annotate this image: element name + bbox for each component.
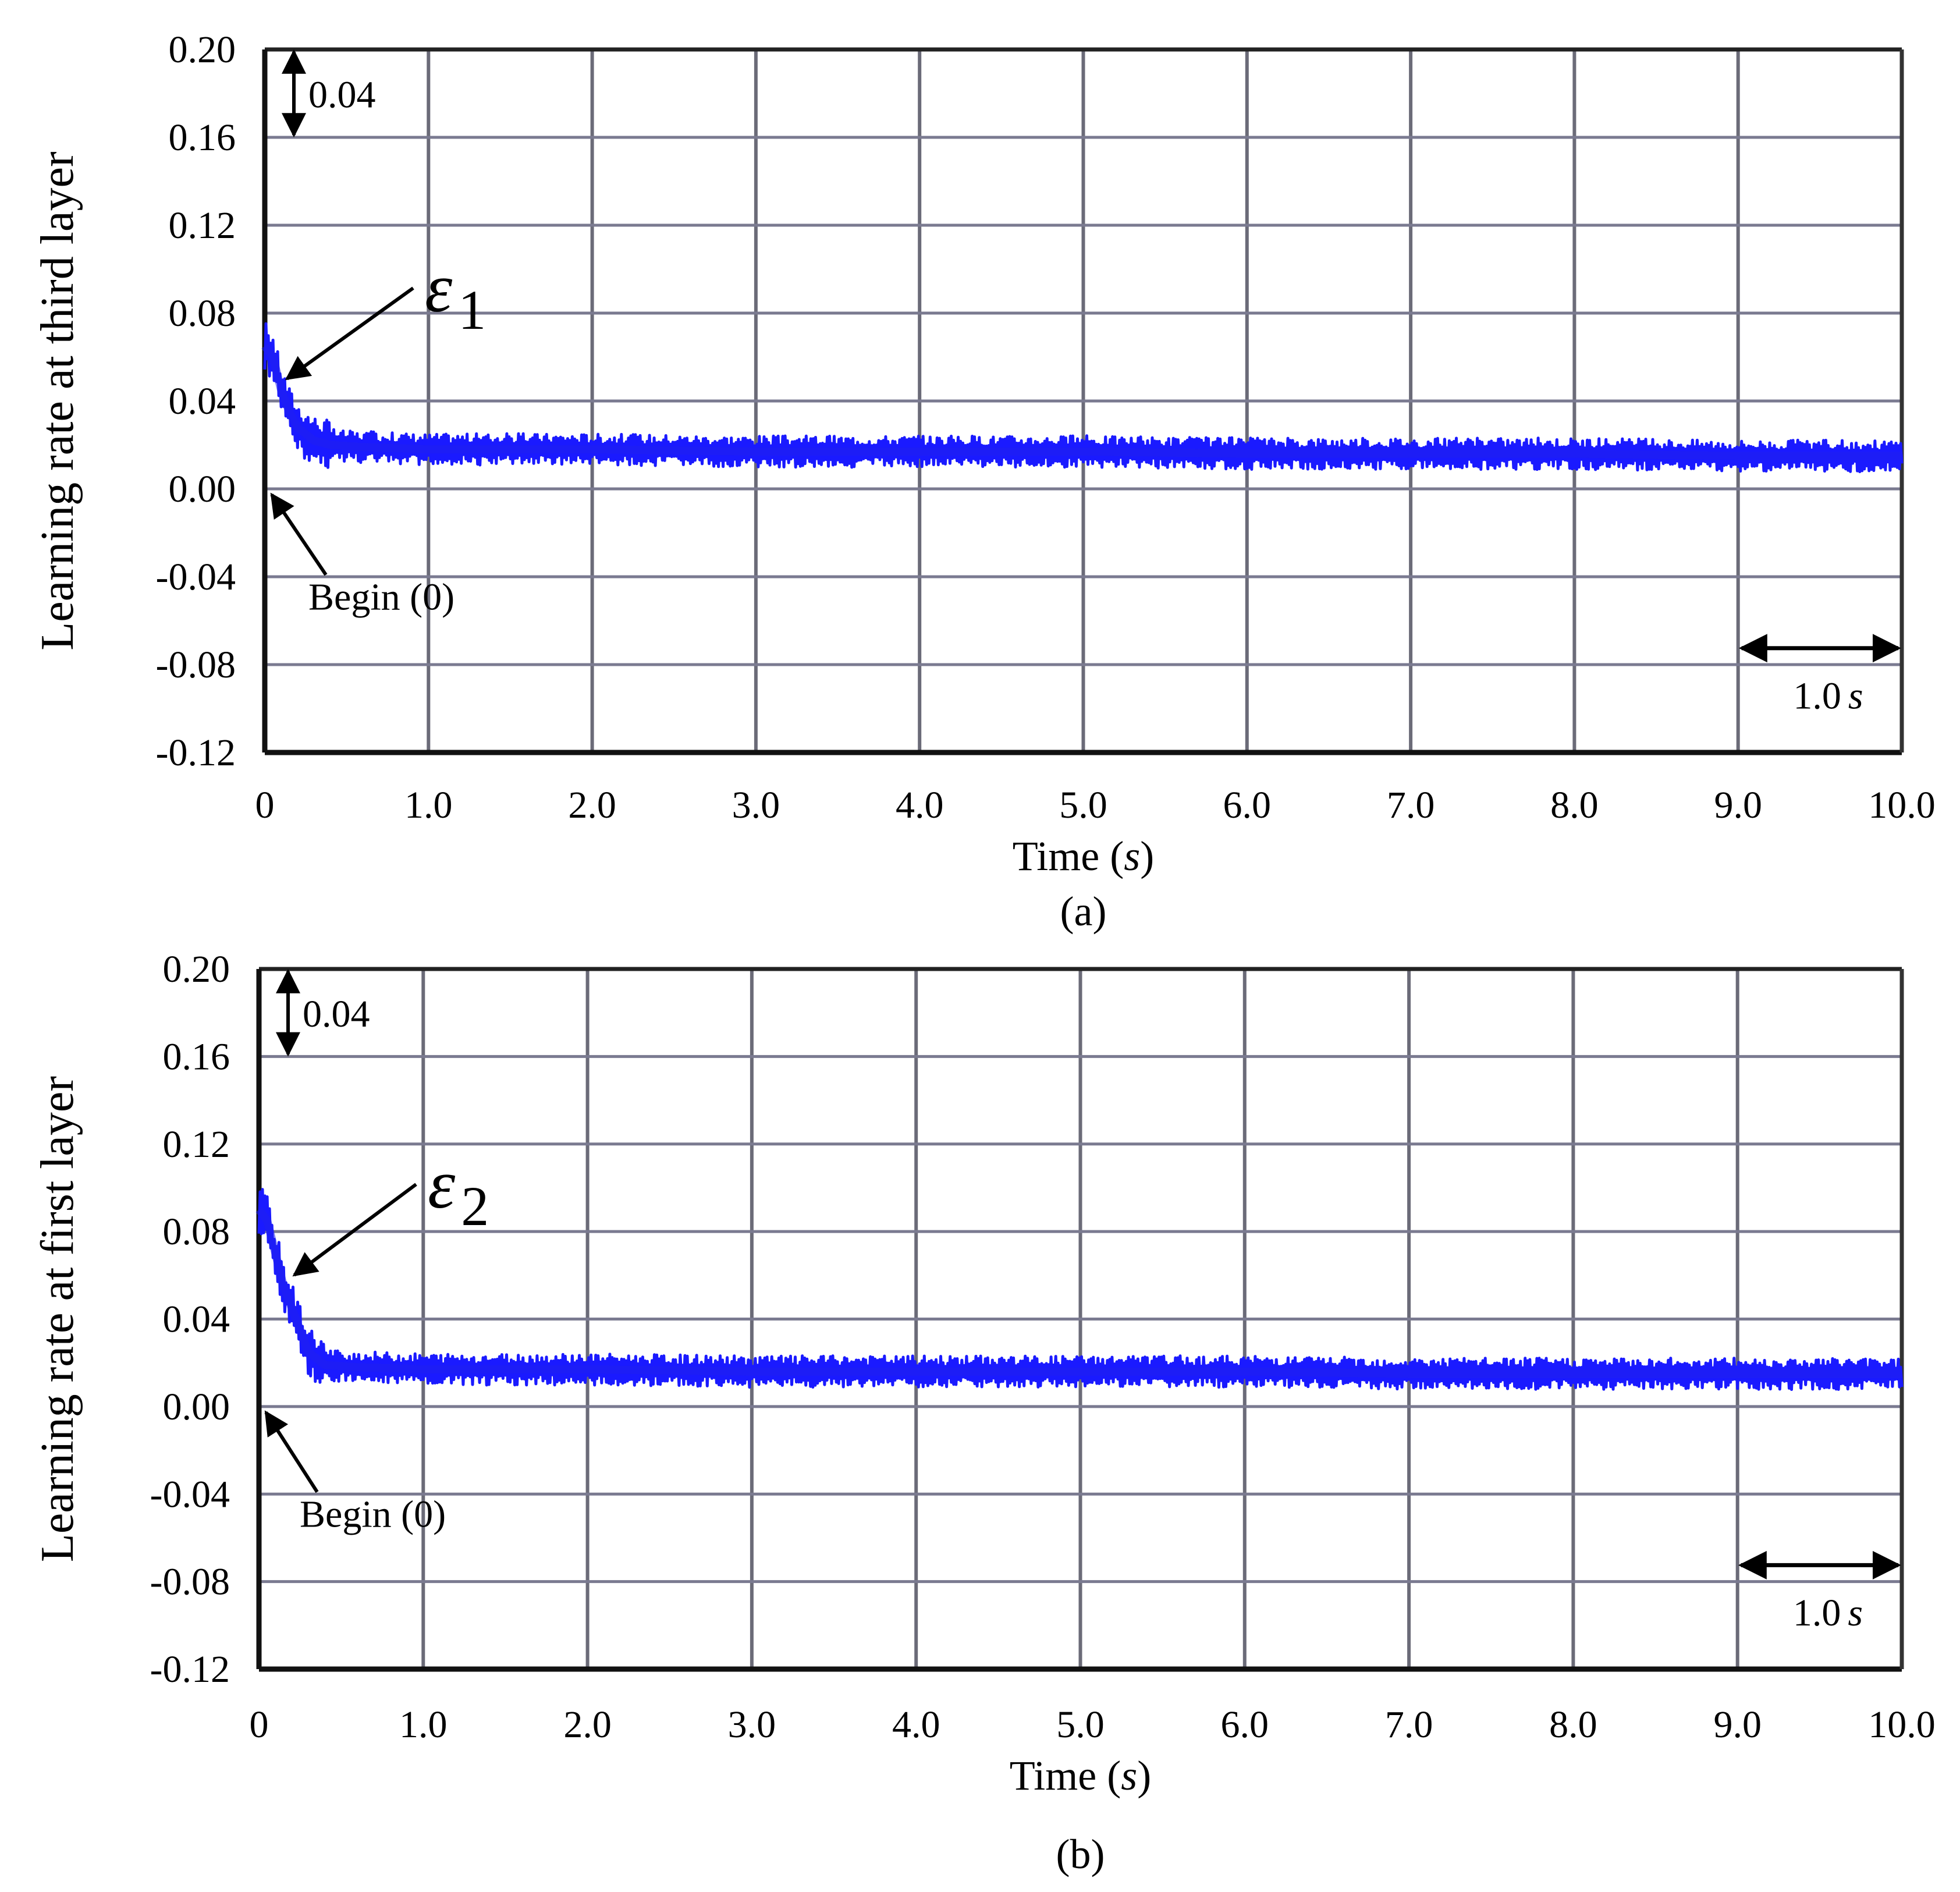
x-tick-label: 10.0 [1868, 784, 1936, 826]
y-tick-label: 0.08 [169, 292, 236, 335]
x-tick-label: 5.0 [1056, 1703, 1105, 1746]
x-tick-label: 3.0 [728, 1703, 776, 1746]
y-tick-label: 0.12 [163, 1123, 230, 1166]
y-tick-label: -0.08 [150, 1561, 230, 1603]
y-tick-label: -0.04 [156, 556, 236, 598]
panel-caption: (a) [1060, 888, 1107, 935]
x-axis-label-main: Time [1010, 1752, 1096, 1799]
begin-arrow [264, 1410, 319, 1493]
y-tick-label: 0.20 [169, 29, 236, 71]
series-core-line [261, 343, 1902, 460]
x-tick-label: 7.0 [1385, 1703, 1433, 1746]
series-label-arrow [285, 286, 414, 381]
x-tick-label: 6.0 [1223, 784, 1272, 826]
y-tick-label: 0.04 [169, 380, 236, 423]
series-label-symbol: ε [425, 249, 453, 326]
chart-panel-a: 0.20 0.16 0.12 0.08 0.04 0.00 -0.04 -0.08 -0.12 0… [32, 29, 1936, 935]
x-tick-label: 9.0 [1714, 784, 1762, 826]
scale-label-y: 0.04 [303, 993, 370, 1035]
y-tick-label: 0.16 [169, 116, 236, 159]
y-axis-label: Learning rate at third layer [32, 151, 83, 650]
scale-label-x: 1.0 s [1793, 675, 1863, 718]
y-tick-label: -0.12 [150, 1648, 230, 1691]
x-tick-label: 8.0 [1550, 784, 1599, 826]
x-axis-label-main: Time [1013, 833, 1099, 879]
x-axis-label-unit: s [1121, 1752, 1137, 1799]
series-line [263, 322, 1904, 473]
x-tick-label: 4.0 [896, 784, 944, 826]
series-core-line [255, 1207, 1902, 1378]
x-axis-label-paren: ( [1096, 1752, 1121, 1799]
x-tick-label: 1.0 [404, 784, 453, 826]
series-label-subscript: 1 [458, 279, 486, 341]
x-axis-label-paren: ) [1137, 1752, 1151, 1799]
chart-panel-b: 0.20 0.16 0.12 0.08 0.04 0.00 -0.04 -0.08 -0.12 0… [32, 948, 1936, 1877]
begin-label: Begin (0) [300, 1493, 446, 1536]
scale-label-x: 1.0 s [1793, 1592, 1863, 1634]
x-tick-label: 6.0 [1221, 1703, 1269, 1746]
x-tick-label: 8.0 [1549, 1703, 1597, 1746]
x-tick-label: 0 [250, 1703, 269, 1746]
x-tick-label: 10.0 [1868, 1703, 1936, 1746]
y-tick-label: 0.08 [163, 1211, 230, 1253]
x-axis-label: Time (s) [1013, 833, 1154, 879]
x-tick-label: 0 [255, 784, 275, 826]
x-tick-label: 1.0 [399, 1703, 448, 1746]
x-tick-label: 9.0 [1713, 1703, 1762, 1746]
x-tick-label: 2.0 [568, 784, 616, 826]
x-tick-label: 3.0 [732, 784, 780, 826]
x-tick-label: 7.0 [1387, 784, 1435, 826]
scale-label-y: 0.04 [308, 74, 376, 116]
x-axis-label: Time (s) [1010, 1752, 1151, 1799]
begin-arrow [270, 492, 328, 576]
y-axis-label: Learning rate at first layer [32, 1076, 83, 1562]
series-label-symbol: ε [428, 1145, 456, 1223]
scale-label-x-unit: s [1848, 675, 1863, 718]
y-tick-label: -0.12 [156, 732, 236, 774]
y-tick-label: 0.12 [169, 204, 236, 247]
series-label-arrow [292, 1183, 417, 1277]
y-tick-label: 0.00 [163, 1386, 230, 1428]
x-tick-label: 4.0 [892, 1703, 940, 1746]
y-tick-label: -0.04 [150, 1473, 230, 1515]
y-tick-label: 0.20 [163, 948, 230, 991]
scale-label-x-value: 1.0 [1793, 675, 1841, 718]
panel-caption: (b) [1056, 1831, 1105, 1877]
y-tick-label: 0.04 [163, 1298, 230, 1341]
series-label-subscript: 2 [461, 1175, 489, 1237]
scale-label-x-value: 1.0 [1793, 1592, 1841, 1634]
x-tick-label: 5.0 [1059, 784, 1107, 826]
x-tick-label: 2.0 [563, 1703, 612, 1746]
y-tick-label: -0.08 [156, 644, 236, 686]
scale-label-x-unit: s [1848, 1592, 1863, 1634]
y-tick-label: 0.00 [169, 468, 236, 510]
x-axis-label-paren: ) [1140, 833, 1154, 879]
y-tick-label: 0.16 [163, 1035, 230, 1078]
x-axis-label-paren: ( [1099, 833, 1124, 879]
begin-label: Begin (0) [308, 576, 455, 619]
x-axis-label-unit: s [1124, 833, 1140, 879]
